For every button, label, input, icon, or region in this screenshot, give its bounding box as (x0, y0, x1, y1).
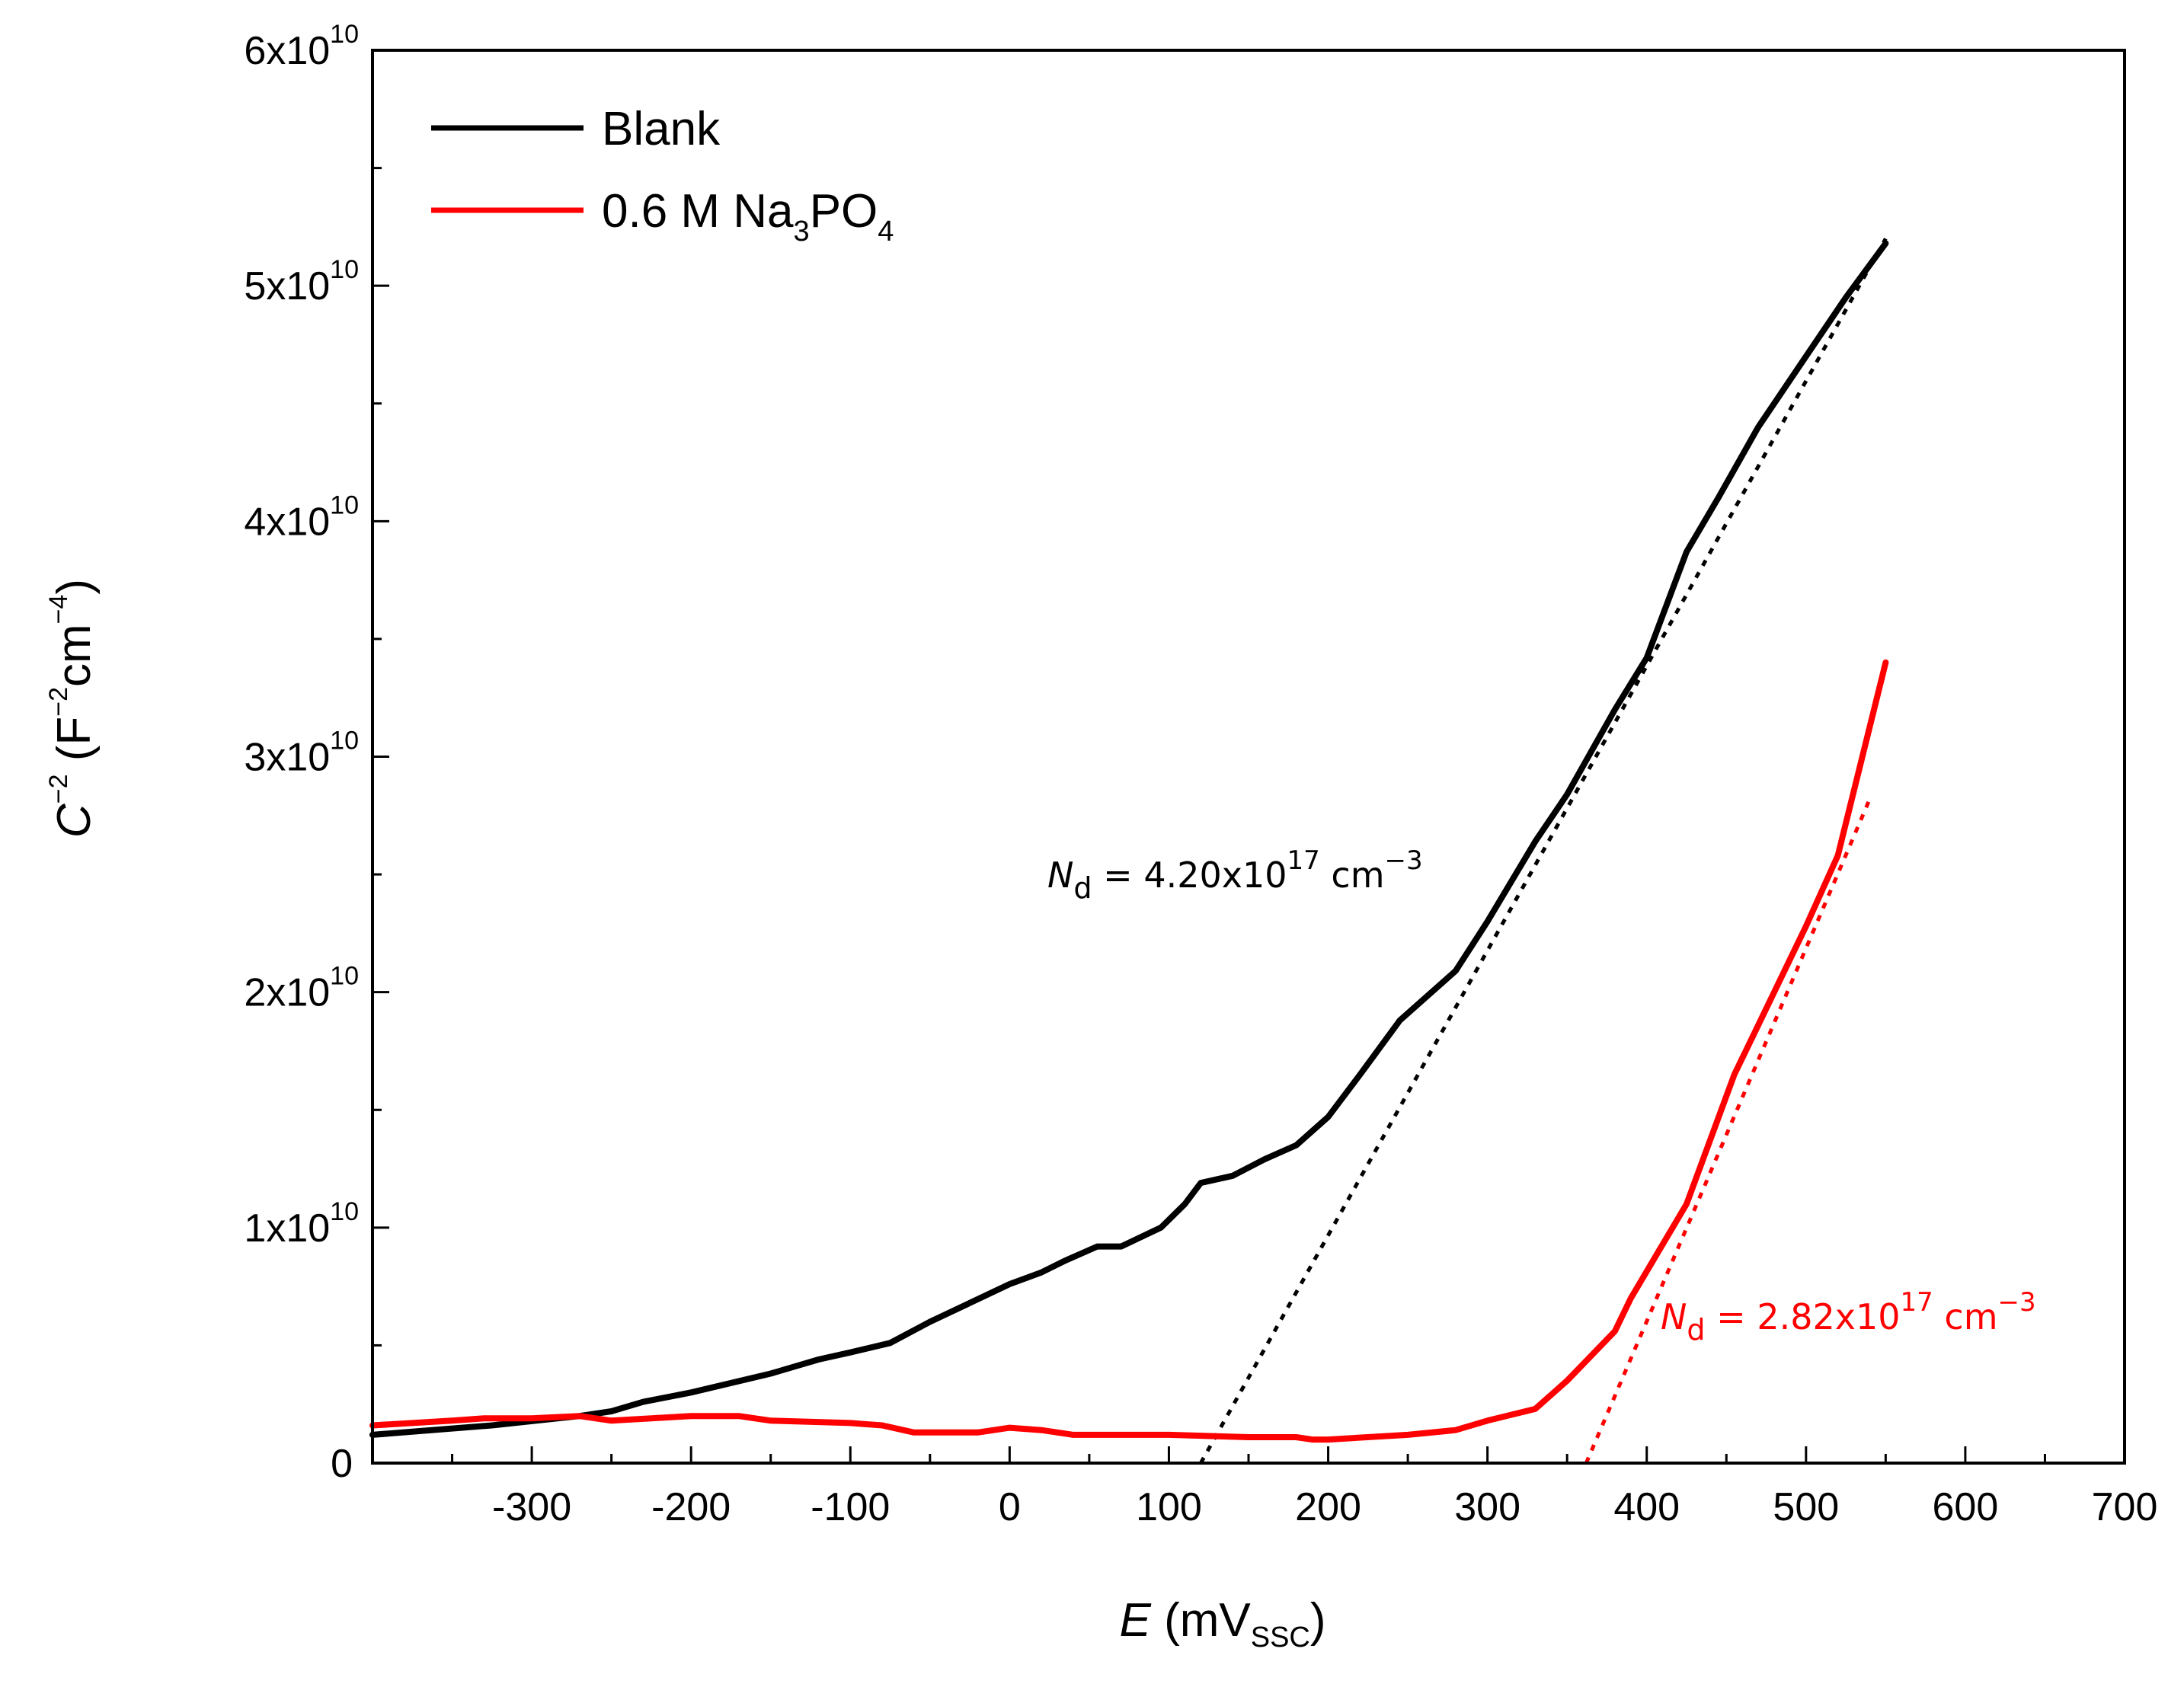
y-tick-label-6: 6x1010 (244, 20, 359, 73)
y-tick-label-5: 5x1010 (244, 255, 359, 308)
x-tick-label-7: 400 (1613, 1485, 1680, 1529)
y-tick-label-2: 2x1010 (244, 962, 359, 1015)
y-tick-labels: 0 1x1010 2x1010 3x1010 4x1010 5x1010 6x1… (244, 20, 359, 1486)
x-tick-label-2: -100 (811, 1485, 890, 1529)
x-axis-label: E (mVSSC) (1119, 1594, 1325, 1653)
x-tick-label-6: 300 (1454, 1485, 1520, 1529)
axis-ticks (373, 167, 2046, 1463)
x-tick-label-9: 600 (1933, 1485, 1999, 1529)
x-tick-labels: -300 -200 -100 0 100 200 300 400 500 600… (492, 1485, 2157, 1529)
x-tick-label-0: -300 (492, 1485, 571, 1529)
legend: Blank 0.6 M Na3PO4 (431, 103, 894, 248)
y-tick-label-1: 1x1010 (244, 1197, 359, 1251)
x-tick-label-1: -200 (651, 1485, 731, 1529)
x-tick-label-8: 500 (1773, 1485, 1839, 1529)
fit-line-1 (1584, 798, 1872, 1464)
annotation-na3po4-nd: Nd = 2.82x1017 cm−3 (1661, 1287, 2036, 1347)
fit-lines (1199, 238, 1888, 1465)
y-tick-label-4: 4x1010 (244, 490, 359, 544)
y-tick-label-3: 3x1010 (244, 727, 359, 780)
y-axis-label: C−2 (F−2cm−4) (44, 579, 101, 838)
x-tick-label-4: 100 (1136, 1485, 1202, 1529)
fit-line-0 (1199, 238, 1888, 1465)
legend-label-na3po4: 0.6 M Na3PO4 (602, 185, 894, 248)
x-tick-label-5: 200 (1295, 1485, 1361, 1529)
y-tick-label-0: 0 (331, 1442, 353, 1486)
x-tick-label-10: 700 (2092, 1485, 2158, 1529)
series-line-blank (369, 240, 1889, 1438)
series-line-na3po4 (369, 659, 1889, 1443)
annotation-blank-nd: Nd = 4.20x1017 cm−3 (1047, 845, 1423, 905)
x-tick-label-3: 0 (999, 1485, 1021, 1529)
data-series (369, 240, 1889, 1443)
legend-label-blank: Blank (602, 103, 721, 155)
